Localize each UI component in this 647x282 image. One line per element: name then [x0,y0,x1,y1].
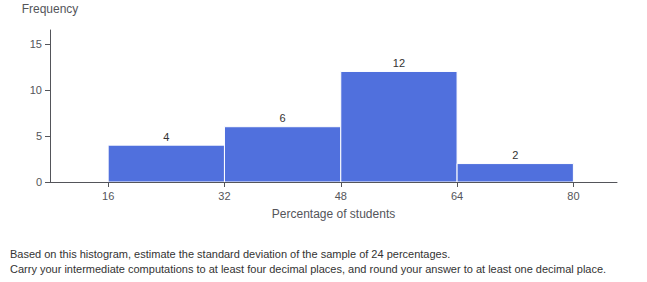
svg-text:64: 64 [451,190,463,202]
svg-text:5: 5 [36,130,42,142]
svg-text:32: 32 [218,190,230,202]
svg-text:80: 80 [567,190,579,202]
svg-text:48: 48 [335,190,347,202]
svg-text:4: 4 [163,131,169,143]
svg-text:Based on this histogram, estim: Based on this histogram, estimate the st… [10,248,450,260]
svg-text:16: 16 [102,190,114,202]
svg-text:6: 6 [280,112,286,124]
svg-text:15: 15 [30,38,42,50]
svg-text:2: 2 [512,149,518,161]
svg-text:0: 0 [36,176,42,188]
svg-text:Percentage of students: Percentage of students [272,207,395,221]
svg-text:10: 10 [30,84,42,96]
svg-text:12: 12 [393,57,405,69]
svg-text:Frequency: Frequency [22,2,79,16]
svg-text:Carry your intermediate comput: Carry your intermediate computations to … [10,263,606,275]
